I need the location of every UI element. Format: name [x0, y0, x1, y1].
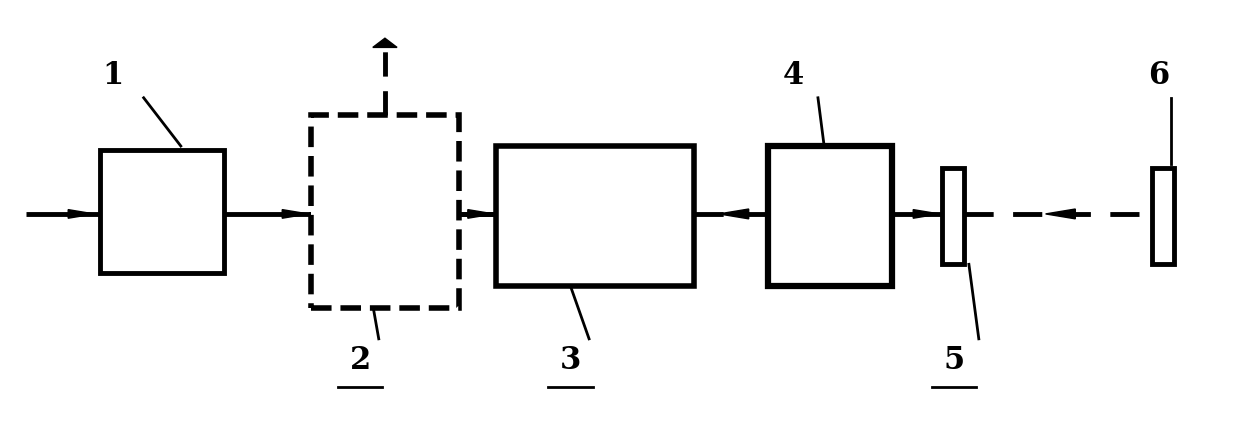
Polygon shape: [1045, 209, 1075, 219]
Text: 2: 2: [350, 345, 371, 376]
Bar: [311, 116, 459, 308]
Bar: [941, 168, 963, 264]
Text: 1: 1: [102, 60, 123, 91]
Polygon shape: [373, 38, 397, 47]
Text: 3: 3: [559, 345, 582, 376]
Polygon shape: [68, 209, 94, 218]
Bar: [100, 150, 224, 273]
Polygon shape: [913, 209, 939, 218]
Bar: [496, 146, 694, 286]
Bar: [769, 146, 893, 286]
Polygon shape: [467, 209, 494, 218]
Text: 4: 4: [782, 60, 804, 91]
Bar: [1152, 168, 1174, 264]
Polygon shape: [719, 209, 749, 219]
Polygon shape: [283, 209, 309, 218]
Text: 5: 5: [944, 345, 965, 376]
Text: 6: 6: [1148, 60, 1169, 91]
